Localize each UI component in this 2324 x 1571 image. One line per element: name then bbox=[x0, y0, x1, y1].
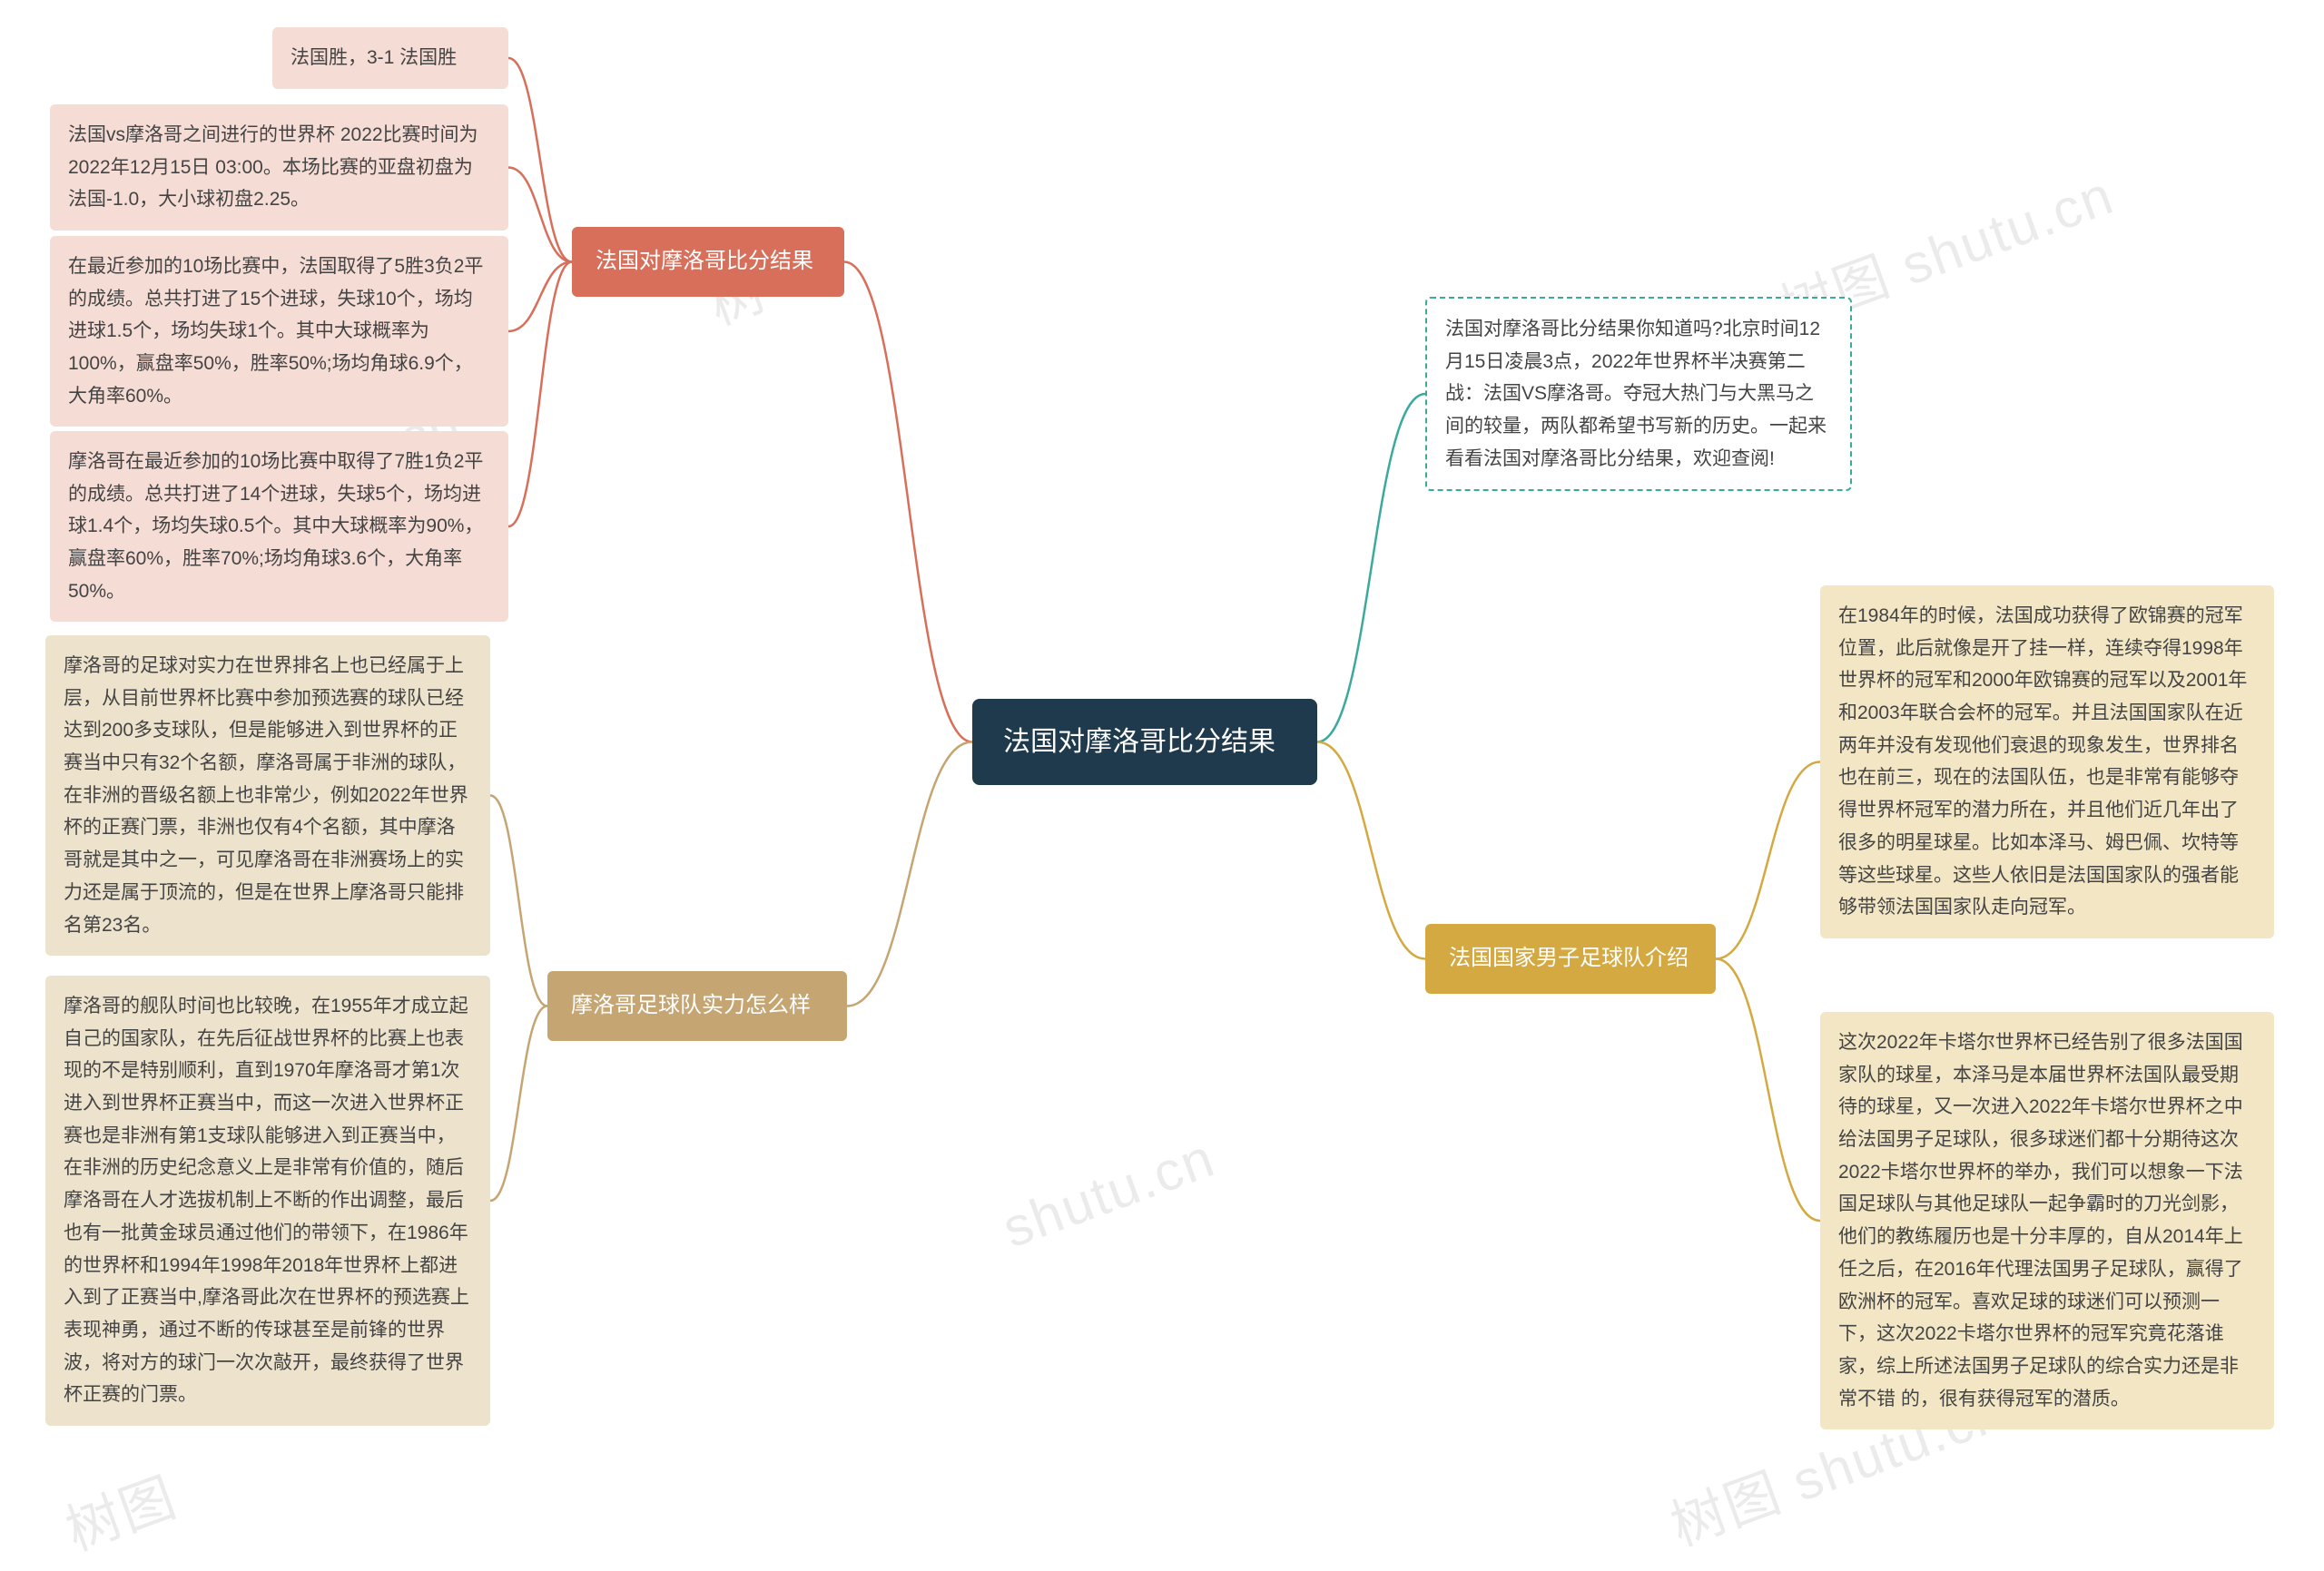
leaf-morocco-team-0: 摩洛哥的足球对实力在世界排名上也已经属于上层，从目前世界杯比赛中参加预选赛的球队… bbox=[45, 635, 490, 956]
leaf-score-result-0: 法国胜，3-1 法国胜 bbox=[272, 27, 508, 89]
watermark: 树图 bbox=[54, 1453, 186, 1566]
center-node: 法国对摩洛哥比分结果 bbox=[972, 699, 1317, 785]
branch-morocco-team: 摩洛哥足球队实力怎么样 bbox=[547, 971, 847, 1041]
branch-france-team: 法国国家男子足球队介绍 bbox=[1425, 924, 1716, 994]
branch-intro: 法国对摩洛哥比分结果你知道吗?北京时间12月15日凌晨3点，2022年世界杯半决… bbox=[1425, 297, 1852, 491]
leaf-france-team-1: 这次2022年卡塔尔世界杯已经告别了很多法国国家队的球星，本泽马是本届世界杯法国… bbox=[1820, 1012, 2274, 1429]
branch-score-result: 法国对摩洛哥比分结果 bbox=[572, 227, 844, 297]
leaf-france-team-0: 在1984年的时候，法国成功获得了欧锦赛的冠军位置，此后就像是开了挂一样，连续夺… bbox=[1820, 585, 2274, 938]
leaf-score-result-1: 法国vs摩洛哥之间进行的世界杯 2022比赛时间为2022年12月15日 03:… bbox=[50, 104, 508, 231]
leaf-score-result-2: 在最近参加的10场比赛中，法国取得了5胜3负2平的成绩。总共打进了15个进球，失… bbox=[50, 236, 508, 427]
leaf-score-result-3: 摩洛哥在最近参加的10场比赛中取得了7胜1负2平的成绩。总共打进了14个进球，失… bbox=[50, 431, 508, 622]
leaf-morocco-team-1: 摩洛哥的舰队时间也比较晚，在1955年才成立起自己的国家队，在先后征战世界杯的比… bbox=[45, 976, 490, 1426]
watermark: shutu.cn bbox=[995, 1126, 1224, 1261]
